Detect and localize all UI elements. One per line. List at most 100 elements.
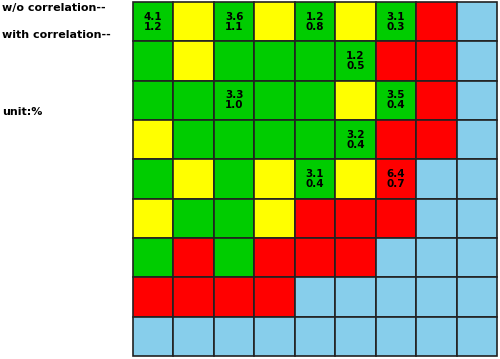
Bar [456, 317, 497, 356]
Bar [416, 120, 457, 159]
Bar [416, 41, 457, 81]
Text: 3.1: 3.1 [386, 11, 405, 22]
Bar [376, 278, 416, 317]
Bar [133, 278, 173, 317]
Bar [376, 317, 416, 356]
Bar [335, 120, 376, 159]
Bar [295, 238, 335, 278]
Bar [254, 2, 295, 41]
Bar [295, 278, 335, 317]
Bar [254, 238, 295, 278]
Bar [456, 120, 497, 159]
Bar [133, 2, 173, 41]
Bar [416, 317, 457, 356]
Bar [214, 317, 254, 356]
Bar [335, 159, 376, 199]
Bar [214, 159, 254, 199]
Bar [295, 81, 335, 120]
Bar [254, 81, 295, 120]
Text: 1.2: 1.2 [346, 51, 364, 61]
Bar [214, 120, 254, 159]
Bar [456, 41, 497, 81]
Bar [456, 2, 497, 41]
Bar [133, 159, 173, 199]
Bar [295, 41, 335, 81]
Bar [376, 81, 416, 120]
Bar [335, 199, 376, 238]
Bar [214, 238, 254, 278]
Bar [295, 199, 335, 238]
Bar [376, 120, 416, 159]
Text: 6.4: 6.4 [386, 169, 405, 179]
Bar [254, 41, 295, 81]
Text: 3.1: 3.1 [306, 169, 324, 179]
Text: 1.2: 1.2 [144, 22, 163, 32]
Bar [254, 199, 295, 238]
Bar [335, 317, 376, 356]
Text: 0.4: 0.4 [346, 140, 365, 150]
Text: 0.8: 0.8 [306, 22, 324, 32]
Text: 0.4: 0.4 [386, 101, 405, 111]
Bar [416, 159, 457, 199]
Bar [133, 120, 173, 159]
Bar [133, 317, 173, 356]
Bar [254, 120, 295, 159]
Text: with correlation--: with correlation-- [2, 31, 111, 41]
Bar [335, 2, 376, 41]
Bar [133, 41, 173, 81]
Text: 4.1: 4.1 [144, 11, 163, 22]
Text: 3.6: 3.6 [225, 11, 244, 22]
Bar [174, 238, 214, 278]
Bar [254, 317, 295, 356]
Text: 1.0: 1.0 [225, 101, 244, 111]
Bar [214, 81, 254, 120]
Text: 3.5: 3.5 [386, 90, 405, 100]
Bar [214, 2, 254, 41]
Bar [295, 317, 335, 356]
Bar [214, 41, 254, 81]
Text: 0.4: 0.4 [306, 179, 324, 189]
Text: 0.5: 0.5 [346, 61, 364, 71]
Bar [174, 120, 214, 159]
Bar [456, 159, 497, 199]
Bar [376, 199, 416, 238]
Bar [456, 81, 497, 120]
Bar [174, 81, 214, 120]
Bar [214, 199, 254, 238]
Bar [376, 159, 416, 199]
Bar [335, 238, 376, 278]
Bar [335, 278, 376, 317]
Bar [376, 41, 416, 81]
Bar [174, 278, 214, 317]
Bar [456, 238, 497, 278]
Bar [416, 278, 457, 317]
Bar [295, 2, 335, 41]
Bar [376, 238, 416, 278]
Bar [456, 199, 497, 238]
Bar [335, 41, 376, 81]
Bar [295, 159, 335, 199]
Bar [416, 81, 457, 120]
Text: 1.1: 1.1 [225, 22, 244, 32]
Bar [174, 199, 214, 238]
Bar [335, 81, 376, 120]
Text: unit:%: unit:% [2, 107, 42, 117]
Bar [174, 41, 214, 81]
Bar [254, 278, 295, 317]
Bar [456, 278, 497, 317]
Bar [416, 2, 457, 41]
Bar [295, 120, 335, 159]
Bar [214, 278, 254, 317]
Bar [416, 199, 457, 238]
Bar [254, 159, 295, 199]
Bar [174, 317, 214, 356]
Bar [174, 2, 214, 41]
Bar [416, 238, 457, 278]
Text: 1.2: 1.2 [306, 11, 324, 22]
Bar [376, 2, 416, 41]
Text: w/o correlation--: w/o correlation-- [2, 3, 106, 13]
Bar [133, 238, 173, 278]
Bar [133, 81, 173, 120]
Text: 0.3: 0.3 [386, 22, 405, 32]
Text: 3.3: 3.3 [225, 90, 244, 100]
